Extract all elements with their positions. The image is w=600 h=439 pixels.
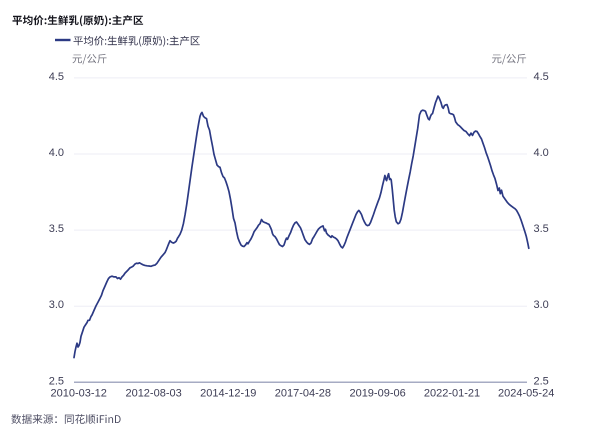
svg-text:2017-04-28: 2017-04-28 bbox=[275, 387, 331, 399]
svg-text:3.0: 3.0 bbox=[534, 299, 549, 311]
svg-text:4.5: 4.5 bbox=[49, 71, 64, 83]
svg-text:3.5: 3.5 bbox=[49, 223, 64, 235]
svg-text:2022-01-21: 2022-01-21 bbox=[424, 387, 480, 399]
svg-text:2019-09-06: 2019-09-06 bbox=[349, 387, 405, 399]
svg-text:4.0: 4.0 bbox=[534, 147, 549, 159]
svg-text:2.5: 2.5 bbox=[49, 375, 64, 387]
svg-text:2.5: 2.5 bbox=[534, 375, 549, 387]
svg-text:3.5: 3.5 bbox=[534, 223, 549, 235]
svg-text:2010-03-12: 2010-03-12 bbox=[51, 387, 107, 399]
svg-text:2012-08-03: 2012-08-03 bbox=[125, 387, 181, 399]
svg-text:2014-12-19: 2014-12-19 bbox=[200, 387, 256, 399]
svg-text:4.5: 4.5 bbox=[534, 71, 549, 83]
svg-text:4.0: 4.0 bbox=[49, 147, 64, 159]
svg-text:2024-05-24: 2024-05-24 bbox=[498, 387, 554, 399]
svg-text:3.0: 3.0 bbox=[49, 299, 64, 311]
